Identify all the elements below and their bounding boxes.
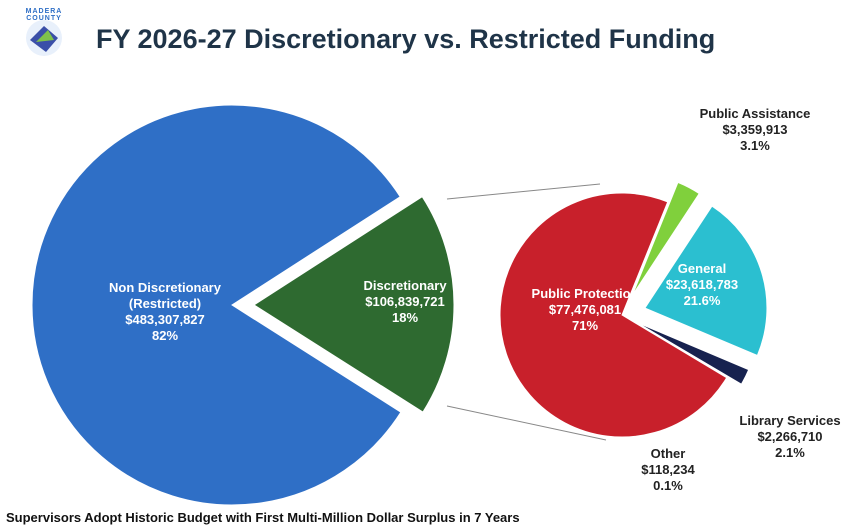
slice-label: Discretionary $106,839,721 18% — [345, 278, 465, 326]
slice-percent: 82% — [151, 328, 179, 343]
slice-label: Library Services $2,266,710 2.1% — [725, 413, 853, 461]
pie-slice — [499, 192, 728, 438]
slice-name: Public Assistance — [699, 106, 811, 121]
connector — [446, 183, 601, 200]
slice-name: Other — [650, 446, 686, 461]
slice-label: Other $118,234 0.1% — [623, 446, 713, 494]
slice-value: $483,307,827 — [125, 312, 205, 327]
slice-percent: 3.1% — [740, 138, 770, 153]
slice-value: $118,234 — [641, 462, 695, 477]
slice-label: Public Protection $77,476,081 71% — [530, 286, 640, 334]
pie-slice — [644, 205, 768, 357]
slice-name: Library Services — [739, 413, 841, 428]
slice-label: Public Assistance $3,359,913 3.1% — [690, 106, 820, 154]
slice-percent: 71% — [571, 318, 599, 333]
pie-slice — [31, 104, 402, 506]
slice-value: $3,359,913 — [722, 122, 788, 137]
slice-name: Public Protection — [531, 286, 639, 301]
slice-name: Non Discretionary (Restricted) — [109, 280, 221, 311]
slice-percent: 2.1% — [775, 445, 805, 460]
slice-percent: 18% — [391, 310, 419, 325]
slice-percent: 0.1% — [653, 478, 683, 493]
caption: Supervisors Adopt Historic Budget with F… — [6, 510, 520, 525]
slice-value: $77,476,081 — [548, 302, 622, 317]
slice-value: $106,839,721 — [365, 294, 445, 309]
slice-value: $23,618,783 — [665, 277, 739, 292]
logo-text: MADERA COUNTY — [25, 8, 63, 22]
pie-slice — [253, 195, 455, 413]
slice-label: General $23,618,783 21.6% — [647, 261, 757, 309]
connector — [446, 405, 607, 441]
slice-value: $2,266,710 — [757, 429, 823, 444]
pie-slice — [631, 181, 700, 296]
logo — [26, 20, 62, 56]
slice-name: General — [677, 261, 727, 276]
logo-shape — [36, 30, 54, 42]
pie-slice — [636, 321, 750, 385]
slice-name: Discretionary — [363, 278, 447, 293]
slice-percent: 21.6% — [683, 293, 721, 308]
chart-title: FY 2026-27 Discretionary vs. Restricted … — [96, 24, 716, 54]
slice-label: Non Discretionary (Restricted) $483,307,8… — [90, 280, 240, 344]
